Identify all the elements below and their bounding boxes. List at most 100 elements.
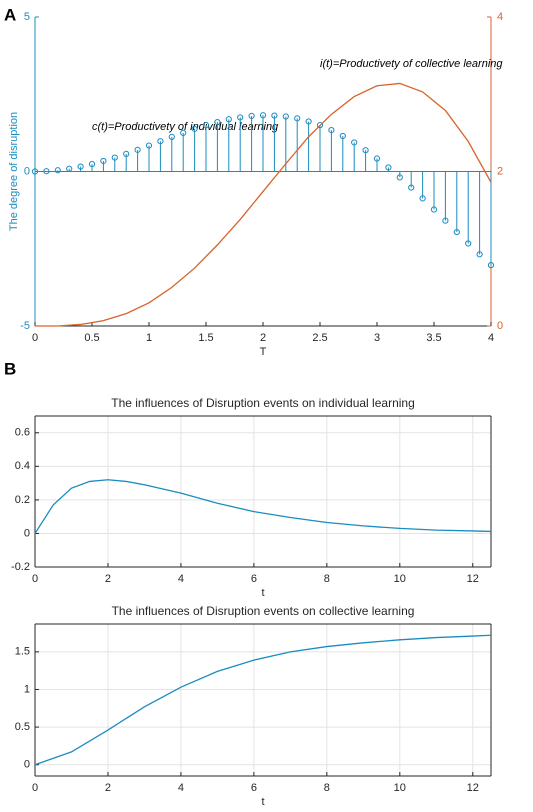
- stem-marker: [123, 150, 130, 157]
- stem: [225, 116, 232, 172]
- stem: [351, 139, 358, 172]
- stem: [248, 112, 255, 172]
- stem-marker: [157, 138, 164, 145]
- stem: [134, 146, 141, 172]
- x-tick-label: 0.5: [84, 332, 99, 344]
- stem: [305, 118, 312, 172]
- stem: [316, 122, 324, 172]
- stem: [362, 147, 369, 172]
- stem: [476, 171, 483, 258]
- stem: [430, 171, 438, 213]
- x-tick-label: 12: [467, 573, 479, 585]
- stem-marker: [476, 251, 483, 258]
- y-tick-label: 0.6: [15, 427, 30, 439]
- stem: [408, 171, 415, 191]
- y-tick-label: 0: [24, 527, 30, 539]
- y-tick-label: 5: [24, 11, 30, 23]
- y-tick-label: 1: [24, 683, 30, 695]
- stem-marker: [442, 217, 449, 224]
- stem: [123, 150, 130, 172]
- x-tick-label: 2.5: [312, 332, 327, 344]
- x-tick-label: 3: [374, 332, 380, 344]
- stem: [282, 113, 289, 172]
- stem-marker: [419, 195, 426, 202]
- x-tick-label: 6: [251, 782, 257, 794]
- stem: [442, 171, 449, 224]
- stem: [66, 165, 73, 172]
- x-tick-label: 0: [32, 782, 38, 794]
- stem: [88, 160, 96, 172]
- stem: [453, 171, 460, 236]
- chart-title: The influences of Disruption events on i…: [111, 396, 415, 410]
- stem-marker: [305, 118, 312, 125]
- x-tick-label: 2: [105, 573, 111, 585]
- stem: [465, 171, 472, 247]
- stem-marker: [408, 184, 415, 191]
- stem-marker: [180, 129, 187, 136]
- stem-marker: [145, 142, 153, 149]
- x-tick-label: 8: [324, 573, 330, 585]
- x-tick-label: 10: [394, 782, 406, 794]
- stem-marker: [282, 113, 289, 120]
- stem: [328, 126, 335, 172]
- stem-marker: [294, 115, 301, 122]
- annotation: c(t)=Productivety of individual learning: [92, 121, 279, 133]
- stem-marker: [214, 118, 221, 126]
- y-tick-label: 0.5: [15, 721, 30, 733]
- stem-marker: [362, 147, 369, 154]
- stem: [77, 163, 84, 172]
- x-tick-label: 4: [178, 782, 184, 794]
- x-axis-label: T: [260, 346, 267, 358]
- x-tick-label: 6: [251, 573, 257, 585]
- stem-marker: [373, 155, 381, 162]
- stem-marker: [237, 114, 244, 121]
- y-axis-label: The degree of disruption: [8, 112, 20, 231]
- stem: [111, 154, 118, 172]
- stem-marker: [225, 116, 232, 123]
- stem: [373, 155, 381, 172]
- x-tick-label: 0: [32, 573, 38, 585]
- stem-marker: [191, 125, 198, 132]
- stem: [259, 112, 267, 172]
- x-tick-label: 2: [105, 782, 111, 794]
- stem: [191, 125, 198, 172]
- stem-marker: [202, 122, 210, 129]
- stem: [237, 114, 244, 172]
- stem-marker: [316, 122, 324, 129]
- stem-marker: [66, 165, 73, 172]
- y-tick-label: -5: [20, 320, 30, 332]
- stem: [214, 118, 221, 172]
- y2-tick-label: 4: [497, 11, 503, 23]
- stem: [31, 168, 39, 175]
- stem-marker: [259, 112, 267, 119]
- stem: [419, 171, 426, 202]
- stem-marker: [271, 112, 278, 119]
- stem-marker: [453, 228, 460, 236]
- stem-marker: [31, 168, 39, 175]
- x-tick-label: 2: [260, 332, 266, 344]
- x-tick-label: 8: [324, 782, 330, 794]
- stem-marker: [77, 163, 84, 170]
- stem-marker: [134, 146, 141, 153]
- x-tick-label: 4: [178, 573, 184, 585]
- stem-marker: [111, 154, 118, 161]
- stem: [339, 132, 346, 172]
- annotation: i(t)=Productivety of collective learning: [320, 58, 503, 70]
- stem: [271, 112, 278, 172]
- data-line: [35, 82, 492, 327]
- stem-marker: [396, 174, 403, 181]
- stem: [180, 129, 187, 172]
- panel-label: A: [4, 5, 16, 24]
- stem-marker: [351, 139, 358, 146]
- stem: [396, 171, 403, 181]
- chart-title: The influences of Disruption events on c…: [112, 604, 415, 618]
- y2-tick-label: 2: [497, 165, 503, 177]
- panel-label: B: [4, 359, 16, 378]
- y-tick-label: 0.2: [15, 494, 30, 506]
- stem-marker: [43, 168, 50, 175]
- stem-marker: [328, 126, 335, 134]
- stem: [43, 168, 50, 175]
- y-tick-label: -0.2: [11, 561, 30, 573]
- stem-marker: [54, 167, 61, 174]
